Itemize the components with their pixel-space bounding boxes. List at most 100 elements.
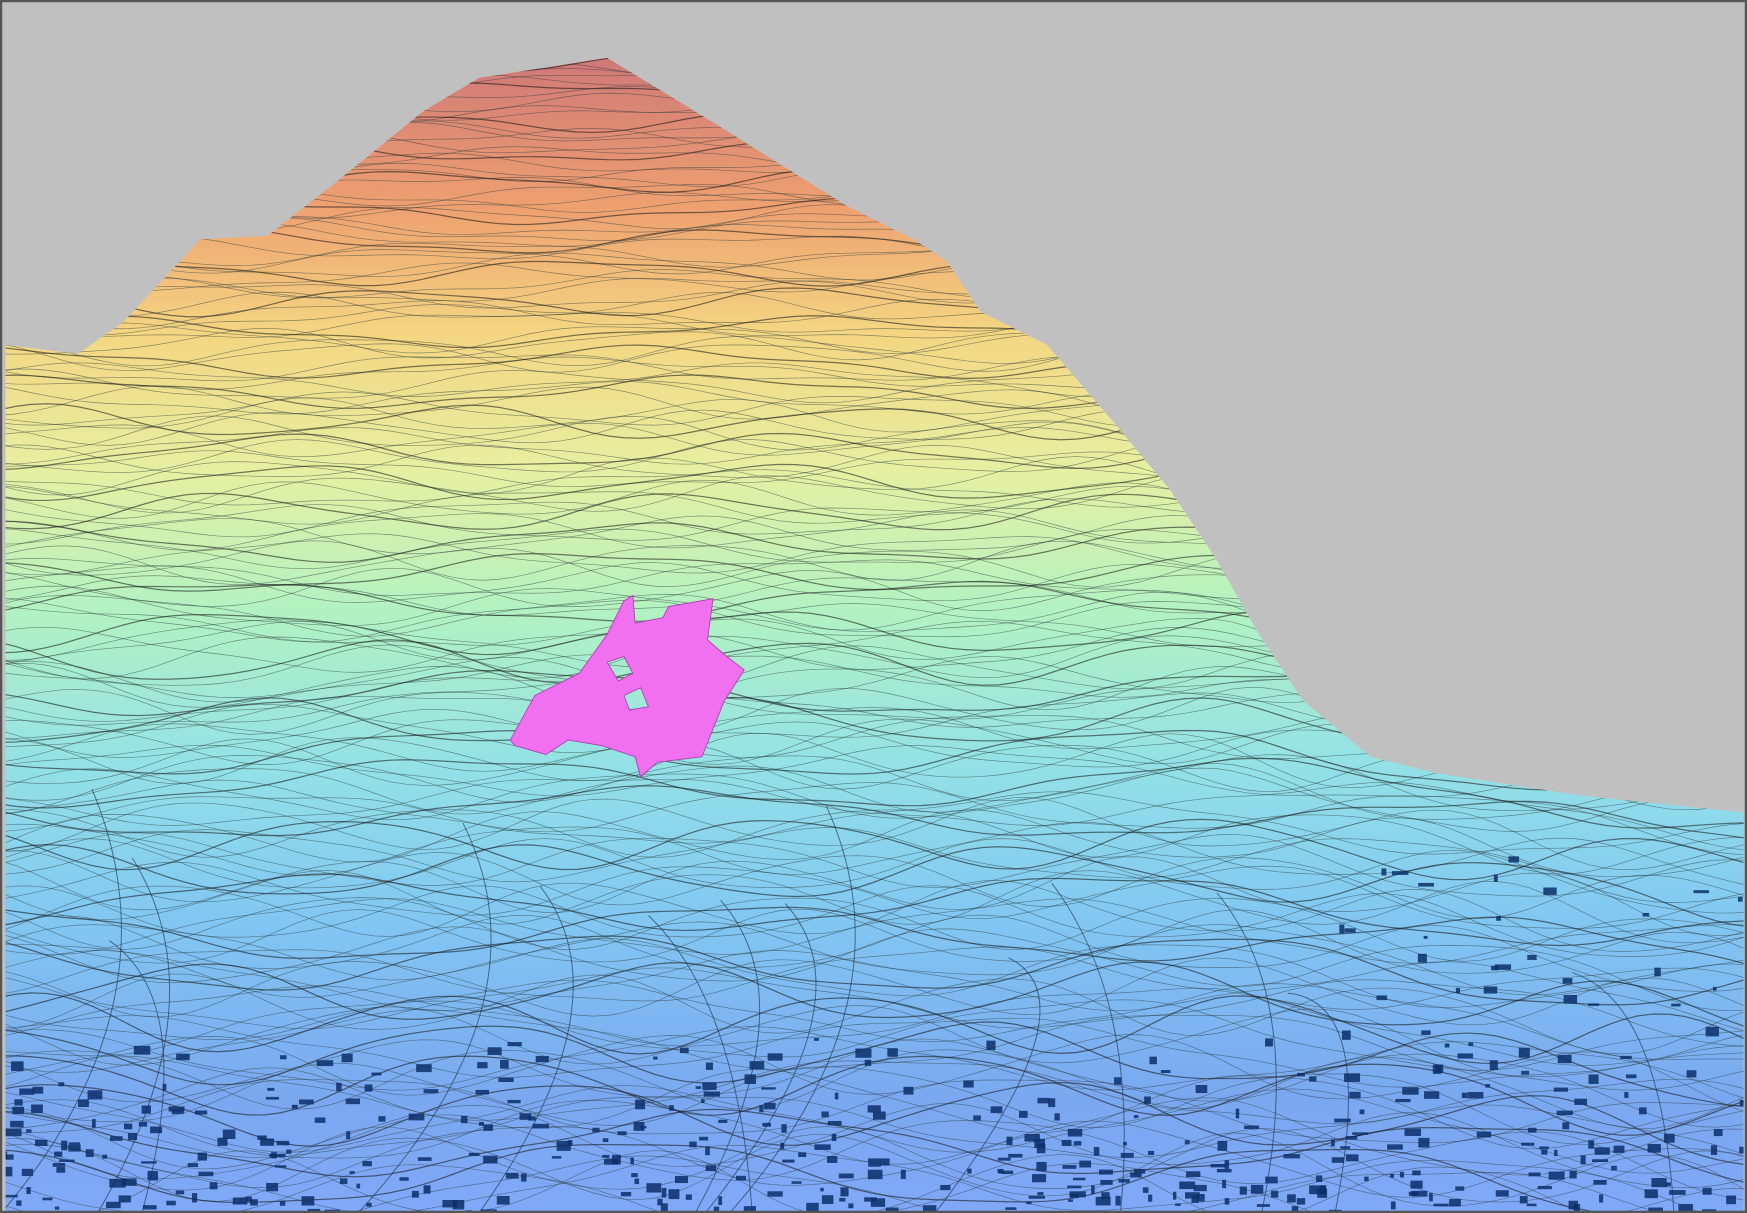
building-block bbox=[19, 1088, 35, 1095]
contour bbox=[5, 1081, 1744, 1166]
building-block bbox=[1344, 928, 1356, 933]
building-block bbox=[556, 1140, 571, 1151]
building-block bbox=[1072, 1177, 1086, 1181]
building-block bbox=[705, 1165, 717, 1172]
building-block bbox=[345, 1098, 360, 1105]
building-block bbox=[922, 1205, 937, 1213]
contour bbox=[5, 898, 1744, 964]
building-block bbox=[631, 1173, 638, 1178]
building-block bbox=[780, 1142, 785, 1150]
building-block bbox=[1114, 1077, 1122, 1085]
contour bbox=[5, 1038, 1744, 1128]
building-block bbox=[669, 1105, 674, 1111]
building-block bbox=[1037, 1097, 1050, 1104]
building-block bbox=[85, 1149, 94, 1158]
building-block bbox=[1036, 1161, 1047, 1171]
contour bbox=[5, 856, 1744, 936]
building-block bbox=[701, 1098, 705, 1103]
highlighted-parcel[interactable] bbox=[509, 594, 745, 778]
building-block bbox=[1556, 1110, 1573, 1116]
contour bbox=[5, 880, 1744, 952]
building-block bbox=[653, 1056, 658, 1060]
building-block bbox=[175, 1190, 185, 1195]
building-block bbox=[417, 1157, 432, 1161]
building-block bbox=[266, 1182, 279, 1192]
building-block bbox=[1334, 1118, 1351, 1123]
building-block bbox=[1309, 1076, 1317, 1082]
contour bbox=[5, 1049, 1744, 1130]
road bbox=[1051, 882, 1125, 1213]
building-block bbox=[1493, 874, 1498, 882]
building-block bbox=[1543, 887, 1557, 895]
building-block bbox=[1528, 1172, 1541, 1177]
building-block bbox=[1376, 995, 1388, 1001]
building-block bbox=[1091, 1185, 1095, 1195]
building-block bbox=[1381, 868, 1387, 876]
building-block bbox=[1224, 1160, 1230, 1169]
building-block bbox=[1133, 1115, 1139, 1119]
building-block bbox=[364, 1084, 373, 1092]
building-block bbox=[1568, 1200, 1578, 1210]
building-block bbox=[900, 1169, 906, 1180]
building-block bbox=[661, 1187, 667, 1198]
building-block bbox=[265, 1096, 280, 1100]
building-block bbox=[990, 1106, 1003, 1114]
contour bbox=[5, 992, 1744, 1064]
building-block bbox=[903, 1086, 914, 1095]
building-block bbox=[1444, 1043, 1450, 1048]
building-block bbox=[1455, 987, 1460, 994]
building-block bbox=[762, 1122, 771, 1127]
building-block bbox=[505, 1172, 519, 1179]
building-block bbox=[1309, 1185, 1326, 1195]
building-block bbox=[507, 1099, 521, 1104]
building-block bbox=[767, 1053, 783, 1061]
building-block bbox=[378, 1116, 386, 1122]
building-block bbox=[827, 1120, 842, 1126]
building-block bbox=[1118, 1179, 1130, 1183]
building-block bbox=[1005, 1207, 1017, 1210]
building-block bbox=[1283, 1154, 1301, 1159]
building-block bbox=[1580, 1155, 1586, 1165]
building-block bbox=[487, 1047, 502, 1055]
building-block bbox=[1693, 890, 1710, 894]
building-block bbox=[840, 1187, 849, 1197]
building-block bbox=[1390, 1173, 1395, 1178]
building-block bbox=[1421, 1030, 1431, 1035]
building-block bbox=[1331, 1157, 1345, 1163]
building-block bbox=[813, 1037, 819, 1041]
contour bbox=[5, 818, 1744, 881]
contour bbox=[5, 779, 1744, 856]
building-block bbox=[1330, 1139, 1335, 1147]
building-block bbox=[848, 1203, 854, 1209]
building-block bbox=[77, 1099, 89, 1108]
building-block bbox=[870, 1198, 886, 1207]
road bbox=[97, 857, 171, 1213]
building-block bbox=[749, 1061, 765, 1070]
building-block bbox=[1130, 1172, 1142, 1178]
building-block bbox=[1489, 1060, 1498, 1070]
building-block bbox=[602, 1154, 610, 1158]
building-block bbox=[1028, 1195, 1045, 1199]
building-block bbox=[744, 1074, 756, 1085]
building-block bbox=[1563, 994, 1578, 1004]
building-block bbox=[257, 1135, 267, 1140]
building-block bbox=[1197, 1193, 1205, 1202]
building-block bbox=[767, 1191, 783, 1197]
building-block bbox=[52, 1163, 66, 1167]
building-block bbox=[1541, 1149, 1548, 1155]
building-block bbox=[1449, 1198, 1461, 1207]
building-block bbox=[274, 1165, 287, 1168]
contour bbox=[5, 729, 1744, 791]
building-block bbox=[602, 1138, 609, 1143]
building-block bbox=[1344, 1073, 1361, 1082]
building-block bbox=[162, 1083, 167, 1091]
building-block bbox=[1359, 1109, 1365, 1115]
building-block bbox=[1587, 1003, 1600, 1006]
building-block bbox=[10, 1120, 24, 1128]
building-block bbox=[1737, 896, 1743, 902]
building-block bbox=[1222, 1179, 1227, 1189]
building-block bbox=[250, 1199, 258, 1206]
building-block bbox=[821, 1195, 834, 1204]
building-block bbox=[5, 1166, 13, 1177]
road bbox=[648, 915, 753, 1213]
